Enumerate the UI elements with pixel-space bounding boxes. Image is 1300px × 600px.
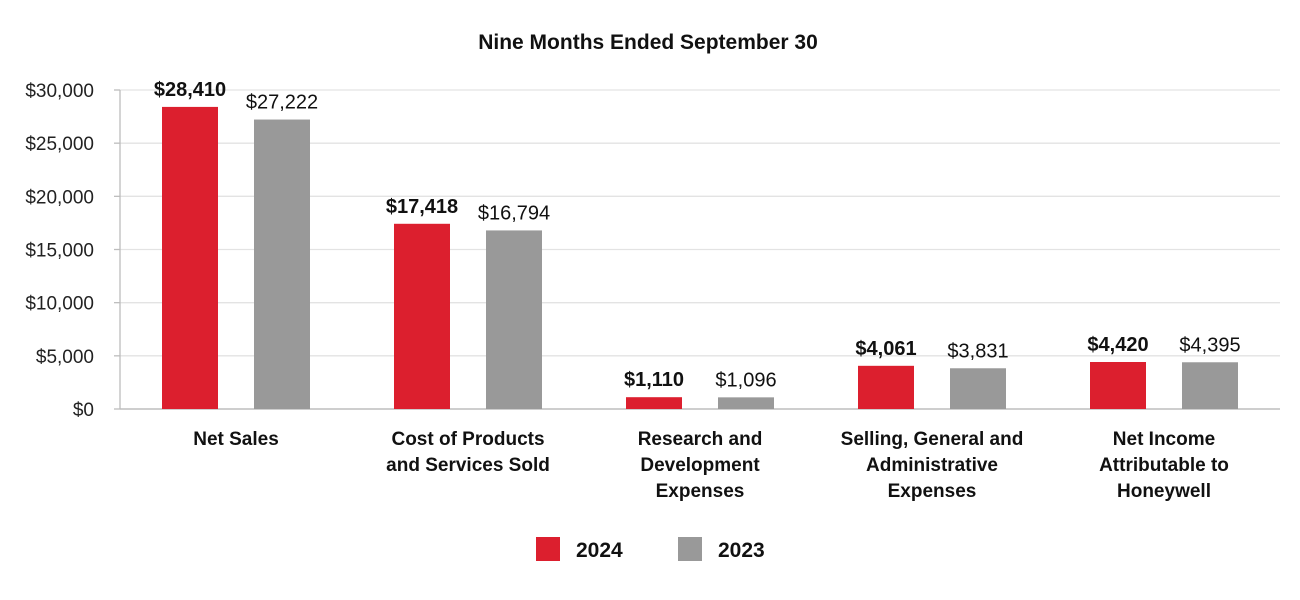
x-category-label: Expenses bbox=[888, 481, 977, 502]
bar-2023-0 bbox=[254, 119, 310, 409]
data-label-2023-4: $4,395 bbox=[1179, 334, 1240, 356]
value-labels: $28,410 $27,222 $17,418 $16,794 $1,110 $1,096… bbox=[154, 79, 1241, 391]
legend-swatch-2023 bbox=[678, 537, 702, 561]
data-label-2024-1: $17,418 bbox=[386, 196, 458, 218]
x-category-label: Cost of Products bbox=[391, 429, 544, 450]
x-category-label: Development bbox=[640, 455, 760, 476]
bar-2024-3 bbox=[858, 365, 914, 409]
x-category-label: Research and bbox=[638, 429, 763, 450]
bar-2023-3 bbox=[950, 368, 1006, 409]
x-category-label: Attributable to bbox=[1099, 455, 1229, 476]
bar-2024-1 bbox=[394, 223, 450, 409]
y-tick-label: $25,000 bbox=[25, 134, 94, 155]
legend-swatch-2024 bbox=[536, 537, 560, 561]
gridlines bbox=[120, 89, 1280, 410]
bar-2023-1 bbox=[486, 230, 542, 409]
data-label-2024-0: $28,410 bbox=[154, 79, 226, 101]
bar-2024-0 bbox=[162, 106, 218, 410]
y-tick-label: $20,000 bbox=[25, 187, 94, 208]
data-label-2023-3: $3,831 bbox=[947, 340, 1008, 362]
bars bbox=[162, 106, 1238, 410]
data-label-2023-0: $27,222 bbox=[246, 92, 318, 114]
x-category-label: Administrative bbox=[866, 455, 998, 476]
x-category-label: Honeywell bbox=[1117, 481, 1211, 502]
x-category-label: Selling, General and bbox=[841, 429, 1024, 450]
y-tick-label: $10,000 bbox=[25, 294, 94, 315]
x-category-label: Net Sales bbox=[193, 429, 279, 450]
data-label-2023-2: $1,096 bbox=[715, 369, 776, 391]
y-tick-label: $15,000 bbox=[25, 241, 94, 262]
bar-2023-4 bbox=[1182, 362, 1238, 409]
data-label-2024-4: $4,420 bbox=[1087, 334, 1148, 356]
bar-2024-4 bbox=[1090, 362, 1146, 409]
x-category-label: Expenses bbox=[656, 481, 745, 502]
y-tick-label: $0 bbox=[73, 400, 94, 421]
category-labels: Net Sales Cost of Products and Services So… bbox=[193, 429, 1229, 502]
y-axis: $0 $5,000 $10,000 $15,000 $20,000 $25,000 $30,… bbox=[25, 81, 121, 421]
y-tick-label: $30,000 bbox=[25, 81, 94, 102]
legend-label-2023: 2023 bbox=[718, 539, 765, 562]
y-tick-label: $5,000 bbox=[36, 347, 94, 368]
data-label-2023-1: $16,794 bbox=[478, 202, 550, 224]
bar-2023-2 bbox=[718, 397, 774, 409]
data-label-2024-3: $4,061 bbox=[855, 338, 916, 360]
data-label-2024-2: $1,110 bbox=[624, 369, 684, 391]
legend-label-2024: 2024 bbox=[576, 539, 623, 562]
legend: 2024 2023 bbox=[536, 537, 765, 562]
chart-title: Nine Months Ended September 30 bbox=[478, 31, 818, 54]
x-category-label: Net Income bbox=[1113, 429, 1215, 450]
x-category-label: and Services Sold bbox=[386, 455, 550, 476]
bar-2024-2 bbox=[626, 397, 682, 409]
